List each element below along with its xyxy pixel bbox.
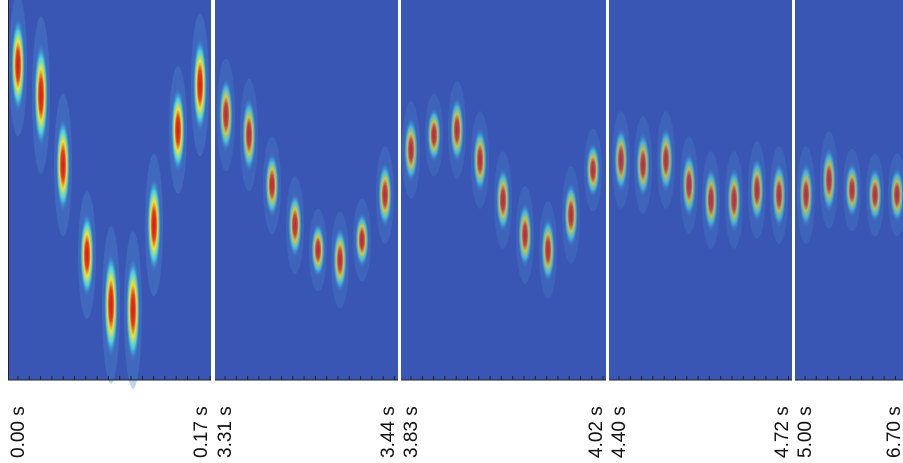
end-time-label: 0.17 s [191,406,212,458]
spectral-blob [404,118,418,183]
spectral-blob [845,163,859,218]
spectral-blob [496,168,510,233]
spectral-blob [333,228,347,293]
panel: 3.83 s 4.02 s [401,0,607,458]
start-time-label: 3.83 s [401,406,422,458]
spectral-blob [80,213,94,298]
spectral-blob [288,193,302,258]
spectral-blob [126,258,140,363]
spectral-blob [355,213,369,268]
spectral-blob [727,168,741,233]
end-time-label: 4.02 s [586,406,607,458]
spectral-blob [704,168,718,233]
spectral-blob [659,128,673,193]
spectral-blob [586,143,600,198]
panel: 3.31 s 3.44 s [215,0,399,458]
spectral-blob [219,78,233,153]
start-time-label: 0.00 s [8,406,29,458]
spectral-blob [473,128,487,193]
end-time-label: 6.70 s [884,406,903,458]
spectral-blob [427,108,441,163]
start-time-label: 4.40 s [609,406,630,458]
spectral-blob [799,163,813,228]
page: {"panels": [ {"start": "0.00 s", "end": … [0,0,903,463]
spectral-blob [772,163,786,228]
start-time-label: 5.00 s [795,406,816,458]
panel: 0.00 s 0.17 s [8,0,212,458]
spectral-blob [242,98,256,173]
spectral-blob [614,128,628,193]
spectral-blob [822,148,836,213]
spectral-blob [541,218,555,283]
figure: 0.00 s 0.17 s3.31 s 3.44 s3.83 s 4.02 s4.40… [0,0,903,463]
panel: 4.40 s 4.72 s [609,0,793,458]
left-border [8,0,9,380]
spectral-blob [750,158,764,223]
spectral-blob [636,133,650,198]
spectral-blob [11,18,25,113]
panel: 5.00 s 6.70 s [795,0,903,458]
spectral-blob [193,38,207,133]
spectral-blob [56,118,70,213]
spectral-blob [265,153,279,218]
spectral-blob [868,168,882,223]
spectral-blob [147,178,161,273]
end-time-label: 3.44 s [378,406,399,458]
panel-background [215,0,398,380]
spectral-blob [378,163,392,228]
spectral-blob [104,253,118,358]
end-time-label: 4.72 s [772,406,793,458]
spectral-blob [171,88,185,173]
spectral-blob [564,183,578,248]
spectral-blob [518,203,532,268]
spectral-blob [450,98,464,163]
spectral-blob [311,223,325,278]
start-time-label: 3.31 s [215,406,236,458]
spectral-blob [682,153,696,218]
spectral-blob [34,43,48,148]
